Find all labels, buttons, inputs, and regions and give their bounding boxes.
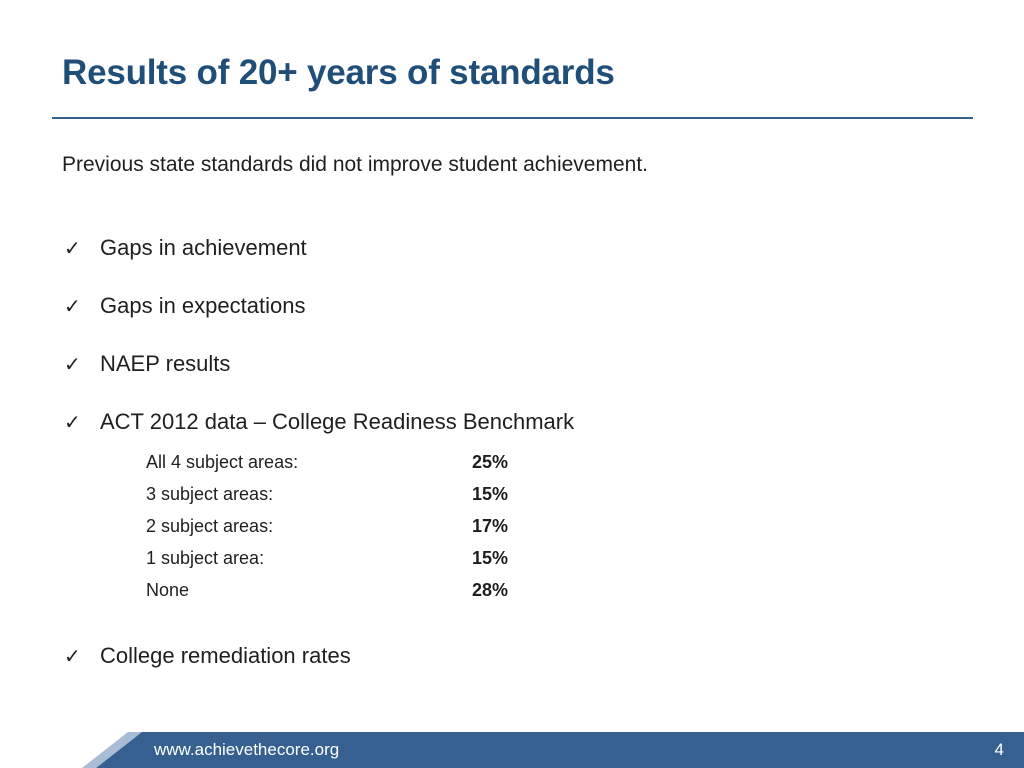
bullet-item: ✓ Gaps in expectations: [64, 291, 305, 322]
benchmark-value: 15%: [472, 548, 509, 568]
benchmark-category: 2 subject areas:: [146, 516, 274, 536]
benchmark-value: 28%: [472, 580, 509, 600]
bullet-item: ✓ NAEP results: [64, 349, 230, 380]
intro-text: Previous state standards did not improve…: [62, 153, 648, 176]
checkmark-icon: ✓: [64, 646, 81, 668]
benchmark-value: 17%: [472, 516, 509, 536]
footer-band-shape: [82, 732, 1024, 768]
benchmark-value: 15%: [472, 484, 509, 504]
checkmark-icon: ✓: [64, 412, 81, 434]
footer-bar: www.achievethecore.org 4: [0, 732, 1024, 768]
title-divider: [52, 117, 973, 119]
bullet-item: ✓ College remediation rates: [64, 641, 351, 672]
checkmark-icon: ✓: [64, 354, 81, 376]
footer-website-link[interactable]: www.achievethecore.org: [154, 740, 340, 759]
benchmark-row: 1 subject area: 15%: [146, 546, 508, 570]
benchmark-category: None: [146, 580, 190, 600]
bullet-label: Gaps in achievement: [100, 235, 307, 260]
slide-title: Results of 20+ years of standards: [62, 53, 615, 92]
bullet-label: NAEP results: [100, 351, 231, 376]
benchmark-row: All 4 subject areas: 25%: [146, 450, 508, 474]
bullet-item: ✓ ACT 2012 data – College Readiness Bench…: [64, 407, 574, 438]
benchmark-row: None 28%: [146, 578, 508, 602]
bullet-label: ACT 2012 data – College Readiness Benchm…: [100, 409, 575, 434]
page-number: 4: [994, 740, 1004, 759]
benchmark-category: 1 subject area:: [146, 548, 265, 568]
benchmark-row: 2 subject areas: 17%: [146, 514, 508, 538]
benchmark-row: 3 subject areas: 15%: [146, 482, 508, 506]
bullet-label: College remediation rates: [100, 643, 351, 668]
checkmark-icon: ✓: [64, 296, 81, 318]
benchmark-value: 25%: [472, 452, 509, 472]
bullet-item: ✓ Gaps in achievement: [64, 233, 307, 264]
benchmark-category: All 4 subject areas:: [146, 452, 299, 472]
benchmark-category: 3 subject areas:: [146, 484, 274, 504]
bullet-label: Gaps in expectations: [100, 293, 306, 318]
checkmark-icon: ✓: [64, 238, 81, 260]
